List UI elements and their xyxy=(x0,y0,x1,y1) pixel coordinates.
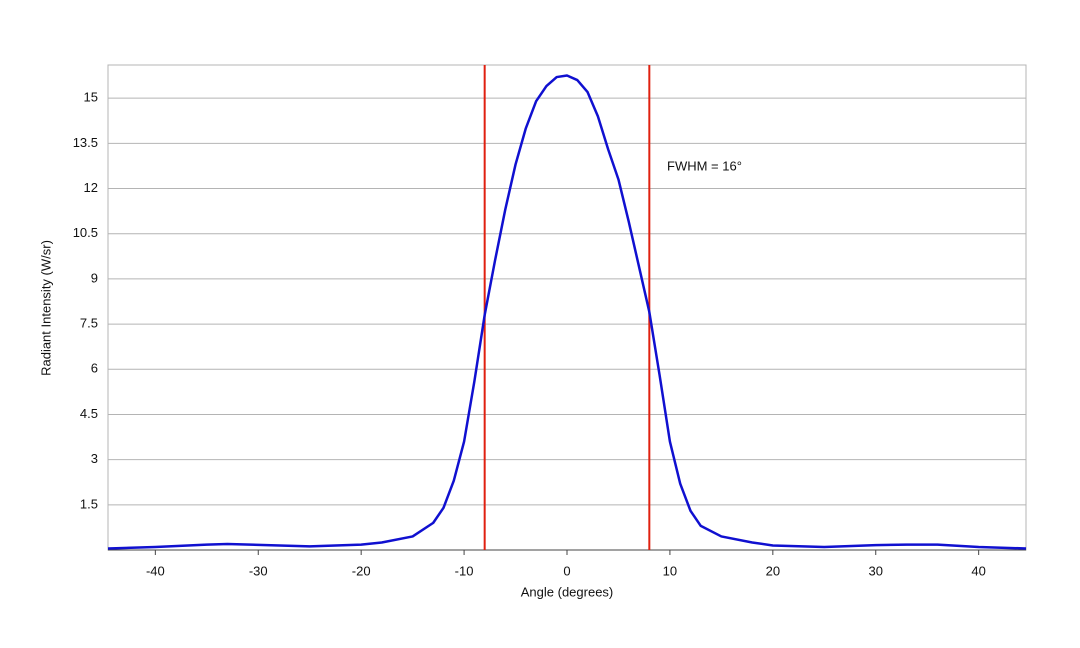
y-axis-title: Radiant Intensity (W/sr) xyxy=(38,240,53,376)
y-tick-label: 9 xyxy=(91,270,98,285)
y-tick-label: 15 xyxy=(84,90,98,105)
x-tick-label: -30 xyxy=(249,563,268,578)
x-axis-title: Angle (degrees) xyxy=(521,584,614,599)
x-tick-label: -40 xyxy=(146,563,165,578)
x-tick-label: -10 xyxy=(455,563,474,578)
annotation: FWHM = 16° xyxy=(667,158,742,173)
y-tick-label: 7.5 xyxy=(80,316,98,331)
y-tick-label: 10.5 xyxy=(73,225,98,240)
line-series xyxy=(107,74,1027,550)
x-tick-label: 0 xyxy=(563,563,570,578)
y-tick-label: 13.5 xyxy=(73,135,98,150)
plot-frame xyxy=(107,64,1027,551)
y-tick-label: 6 xyxy=(91,361,98,376)
x-tick-label: -20 xyxy=(352,563,371,578)
x-tick-label: 10 xyxy=(663,563,677,578)
y-tick-label: 12 xyxy=(84,180,98,195)
x-tick-label: 40 xyxy=(971,563,985,578)
y-tick-label: 4.5 xyxy=(80,406,98,421)
x-tick-label: 30 xyxy=(869,563,883,578)
y-tick-label: 3 xyxy=(91,451,98,466)
x-tick-label: 20 xyxy=(766,563,780,578)
y-tick-label: 1.5 xyxy=(80,496,98,511)
